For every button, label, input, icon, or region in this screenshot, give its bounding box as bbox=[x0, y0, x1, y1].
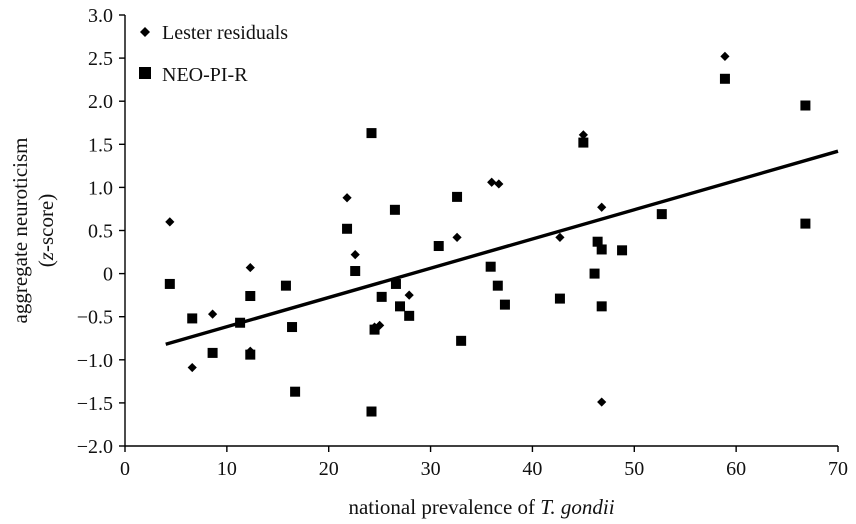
data-point-lester-residuals bbox=[207, 309, 218, 319]
y-tick-label: −0.5 bbox=[77, 307, 113, 329]
legend-label-neo-pi-r: NEO-PI-R bbox=[162, 64, 248, 86]
x-tick-label: 20 bbox=[319, 458, 339, 480]
points-layer bbox=[164, 51, 811, 417]
data-point-neo-pi-r bbox=[617, 245, 628, 256]
y-axis-title-z: z bbox=[34, 252, 58, 261]
data-point-neo-pi-r bbox=[350, 266, 361, 277]
x-tick-label: 40 bbox=[522, 458, 542, 480]
y-tick-label: 1.5 bbox=[88, 134, 113, 156]
data-point-neo-pi-r bbox=[369, 324, 380, 335]
data-point-neo-pi-r bbox=[245, 349, 256, 360]
y-tick-label: 2.5 bbox=[88, 48, 113, 70]
data-point-neo-pi-r bbox=[207, 347, 218, 358]
data-point-neo-pi-r bbox=[395, 301, 406, 312]
data-point-neo-pi-r bbox=[390, 278, 401, 289]
legend-item-neo-pi-r: NEO-PI-R bbox=[139, 64, 248, 86]
data-point-neo-pi-r bbox=[404, 310, 415, 321]
data-point-neo-pi-r bbox=[187, 313, 198, 324]
y-axis-title-paren: ( bbox=[34, 260, 58, 267]
data-point-lester-residuals bbox=[494, 179, 504, 189]
x-ticks: 0 10 20 30 40 50 60 70 bbox=[120, 446, 848, 480]
data-point-neo-pi-r bbox=[656, 209, 667, 220]
data-point-neo-pi-r bbox=[589, 268, 600, 279]
data-point-neo-pi-r bbox=[164, 278, 175, 289]
data-point-lester-residuals bbox=[404, 290, 414, 300]
legend-label-lester-residuals: Lester residuals bbox=[162, 22, 288, 44]
y-tick-label: −2.0 bbox=[77, 436, 113, 458]
y-axis-title: aggregate neuroticism (z-score) bbox=[8, 137, 58, 323]
y-tick-label: 0 bbox=[103, 264, 113, 286]
data-point-lester-residuals bbox=[342, 193, 352, 203]
y-axis-title-rest: -score) bbox=[34, 194, 58, 252]
data-point-neo-pi-r bbox=[366, 128, 377, 139]
data-point-neo-pi-r bbox=[376, 291, 387, 302]
data-point-neo-pi-r bbox=[485, 261, 496, 272]
y-tick-label: −1.0 bbox=[77, 350, 113, 372]
data-point-neo-pi-r bbox=[800, 218, 811, 229]
y-tick-label: 3.0 bbox=[88, 5, 113, 27]
data-point-neo-pi-r bbox=[499, 299, 510, 310]
data-point-neo-pi-r bbox=[366, 406, 377, 417]
data-point-neo-pi-r bbox=[596, 244, 607, 255]
data-point-lester-residuals bbox=[578, 130, 588, 140]
data-point-neo-pi-r bbox=[554, 293, 565, 304]
legend-item-lester-residuals: Lester residuals bbox=[140, 22, 288, 44]
data-point-neo-pi-r bbox=[287, 322, 298, 333]
data-point-neo-pi-r bbox=[800, 100, 811, 111]
data-point-neo-pi-r bbox=[596, 301, 607, 312]
data-point-lester-residuals bbox=[187, 362, 197, 373]
y-ticks: 3.0 2.5 2.0 1.5 1.0 0.5 0 −0.5 −1.0 −1.5 −2.0 bbox=[77, 5, 125, 458]
legend-diamond-marker bbox=[140, 27, 150, 37]
data-point-neo-pi-r bbox=[456, 335, 467, 346]
x-tick-label: 0 bbox=[120, 458, 130, 480]
x-axis-title: national prevalence of T. gondii bbox=[348, 495, 614, 519]
data-point-neo-pi-r bbox=[492, 280, 503, 291]
data-point-neo-pi-r bbox=[592, 236, 603, 247]
data-point-neo-pi-r bbox=[578, 137, 589, 148]
data-point-neo-pi-r bbox=[452, 191, 463, 202]
y-axis-title-line1: aggregate neuroticism bbox=[8, 137, 32, 323]
data-point-neo-pi-r bbox=[719, 73, 730, 84]
data-point-lester-residuals bbox=[597, 397, 607, 407]
x-tick-label: 70 bbox=[828, 458, 848, 480]
data-point-neo-pi-r bbox=[342, 223, 353, 234]
x-tick-label: 50 bbox=[624, 458, 644, 480]
data-point-neo-pi-r bbox=[245, 291, 256, 302]
data-point-lester-residuals bbox=[452, 232, 462, 242]
data-point-lester-residuals bbox=[487, 177, 497, 187]
y-tick-label: 0.5 bbox=[88, 221, 113, 243]
data-point-lester-residuals bbox=[597, 202, 607, 212]
y-tick-label: −1.5 bbox=[77, 393, 113, 415]
data-point-neo-pi-r bbox=[433, 241, 444, 252]
trendline-layer bbox=[165, 149, 839, 346]
data-point-neo-pi-r bbox=[290, 386, 301, 397]
x-axis-title-italic: T. gondii bbox=[540, 495, 614, 519]
trend-line bbox=[165, 149, 839, 346]
x-tick-label: 60 bbox=[726, 458, 746, 480]
y-tick-label: 2.0 bbox=[88, 91, 113, 113]
data-point-lester-residuals bbox=[165, 217, 175, 227]
data-point-lester-residuals bbox=[350, 250, 360, 260]
data-point-neo-pi-r bbox=[280, 280, 291, 291]
data-point-neo-pi-r bbox=[235, 317, 246, 328]
data-point-lester-residuals bbox=[720, 51, 730, 61]
y-axis-title-line2: (z-score) bbox=[34, 194, 58, 267]
x-tick-label: 30 bbox=[421, 458, 441, 480]
legend-square-marker bbox=[139, 67, 151, 79]
legend: Lester residuals NEO-PI-R bbox=[139, 22, 288, 86]
data-point-lester-residuals bbox=[245, 262, 255, 273]
x-tick-label: 10 bbox=[217, 458, 237, 480]
x-axis-title-prefix: national prevalence of bbox=[348, 495, 540, 519]
data-point-neo-pi-r bbox=[389, 204, 400, 215]
data-point-lester-residuals bbox=[555, 232, 565, 242]
y-tick-label: 1.0 bbox=[88, 177, 113, 199]
